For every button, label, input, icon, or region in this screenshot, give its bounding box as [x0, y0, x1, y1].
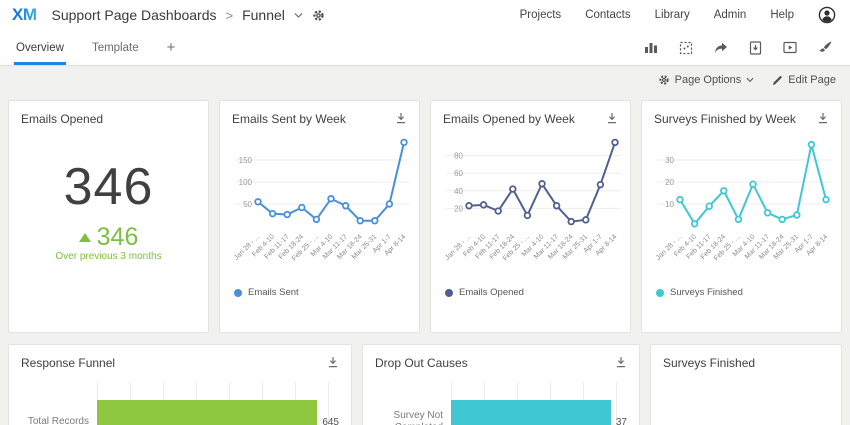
page-options-button[interactable]: Page Options	[658, 74, 755, 86]
bar-value: 645	[322, 416, 339, 425]
widget-emails-opened-stat: Emails Opened 346 346 Over previous 3 mo…	[8, 100, 209, 333]
nav-library[interactable]: Library	[654, 9, 690, 21]
chart-legend: Emails Opened	[443, 287, 618, 298]
options-bar: Page Options Edit Page	[0, 66, 850, 94]
dashboard-settings-gear-icon[interactable]	[312, 9, 325, 22]
widget-title: Emails Sent by Week	[232, 112, 346, 126]
widget-title: Drop Out Causes	[375, 356, 468, 370]
tab-overview[interactable]: Overview	[14, 33, 66, 65]
top-bar: XM Support Page Dashboards > Funnel Proj…	[0, 0, 850, 30]
stat-caption: Over previous 3 months	[55, 250, 162, 262]
line-chart: 10 20 30 Jan 28 - ... Feb 4-10 Feb 11-17 Feb 1…	[654, 128, 832, 291]
bar-plot-area: 37	[451, 382, 627, 425]
legend-dot	[656, 288, 664, 297]
line-chart: 50 100 150 Jan 28 - ... Feb 4-10 Feb 11-17 Feb…	[232, 128, 410, 291]
tab-template[interactable]: Template	[91, 41, 139, 54]
svg-text:40: 40	[454, 187, 463, 196]
bar	[451, 400, 611, 425]
legend-dot	[445, 288, 453, 297]
widget-surveys-finished: Surveys Finished	[650, 344, 842, 425]
bar	[97, 400, 318, 425]
horizontal-bar-chart: Survey Not Completed 37	[375, 382, 627, 425]
triangle-up-icon	[78, 232, 91, 242]
legend-label: Emails Sent	[248, 287, 299, 298]
chart-legend: Emails Sent	[232, 287, 407, 298]
global-nav: Projects Contacts Library Admin Help	[520, 6, 836, 24]
bar-plot-area: 645	[97, 382, 339, 425]
svg-text:150: 150	[239, 156, 253, 165]
stat-body: 346 346 Over previous 3 months	[21, 160, 196, 262]
widget-title: Response Funnel	[21, 356, 116, 370]
widget-title: Emails Opened	[21, 112, 104, 126]
widget-title: Surveys Finished by Week	[654, 112, 796, 126]
download-icon[interactable]	[395, 112, 407, 124]
share-icon[interactable]	[714, 42, 728, 54]
chart-legend: Surveys Finished	[654, 287, 829, 298]
stat-value: 346	[63, 158, 154, 216]
breadcrumb: XM Support Page Dashboards > Funnel	[12, 5, 325, 25]
bar-label: Total Records	[27, 416, 89, 425]
widget-response-funnel: Response Funnel Total Records 645	[8, 344, 352, 425]
widgets-row-2: Response Funnel Total Records 645	[8, 344, 842, 425]
nav-admin[interactable]: Admin	[713, 9, 747, 21]
snapshot-icon[interactable]	[679, 41, 693, 55]
gear-icon	[659, 75, 669, 85]
download-icon[interactable]	[327, 356, 339, 368]
download-icon[interactable]	[817, 112, 829, 124]
present-icon[interactable]	[783, 41, 797, 54]
brush-icon[interactable]	[818, 41, 832, 54]
download-icon[interactable]	[606, 112, 618, 124]
widget-emails-sent-by-week: Emails Sent by Week 50 100 150 Jan 28 - ...…	[219, 100, 420, 333]
svg-text:20: 20	[665, 178, 674, 187]
svg-text:20: 20	[454, 204, 463, 213]
page-title[interactable]: Funnel	[242, 7, 285, 23]
bar-label: Survey Not Completed	[393, 410, 443, 425]
chevron-down-icon[interactable]	[294, 12, 303, 19]
widget-title: Emails Opened by Week	[443, 112, 575, 126]
bar-value: 37	[615, 416, 627, 425]
xm-logo[interactable]: XM	[12, 5, 37, 24]
edit-page-button[interactable]: Edit Page	[772, 74, 836, 86]
svg-text:80: 80	[454, 152, 463, 161]
page-tabs: Overview Template +	[14, 30, 177, 65]
page-options-label: Page Options	[674, 74, 742, 86]
widget-drop-out-causes: Drop Out Causes Survey Not Completed 37	[362, 344, 640, 425]
widgets-row-1: Emails Opened 346 346 Over previous 3 mo…	[8, 100, 842, 333]
legend-label: Emails Opened	[459, 287, 524, 298]
svg-text:50: 50	[243, 200, 252, 209]
edit-page-label: Edit Page	[788, 74, 836, 86]
legend-dot	[234, 288, 242, 297]
dashboard-title[interactable]: Support Page Dashboards	[51, 7, 217, 23]
nav-projects[interactable]: Projects	[519, 9, 562, 21]
widget-surveys-finished-by-week: Surveys Finished by Week 10 20 30 Jan 28 - …	[641, 100, 842, 333]
svg-text:30: 30	[665, 156, 674, 165]
export-document-icon[interactable]	[749, 40, 762, 55]
add-page-button[interactable]: +	[166, 39, 176, 56]
line-chart: 20 40 60 80 Jan 28 - ... Feb 4-10 Feb 11-17 Feb…	[443, 128, 621, 291]
chevron-down-icon	[746, 77, 754, 83]
stat-delta-value: 346	[96, 222, 139, 251]
svg-text:60: 60	[454, 169, 463, 178]
pencil-icon	[773, 75, 783, 85]
legend-label: Surveys Finished	[670, 287, 743, 298]
dashboard-content: Emails Opened 346 346 Over previous 3 mo…	[0, 94, 850, 425]
svg-text:10: 10	[665, 200, 674, 209]
nav-help[interactable]: Help	[770, 9, 794, 21]
stat-delta: 346	[78, 222, 139, 251]
nav-contacts[interactable]: Contacts	[585, 9, 631, 21]
bar-chart-icon[interactable]	[644, 41, 658, 54]
account-avatar-icon[interactable]	[818, 6, 836, 24]
svg-text:100: 100	[239, 178, 253, 187]
tabs-bar: Overview Template +	[0, 30, 850, 66]
download-icon[interactable]	[615, 356, 627, 368]
widget-emails-opened-by-week: Emails Opened by Week 20 40 60 80 Jan 28 - .…	[430, 100, 631, 333]
widget-title: Surveys Finished	[663, 356, 756, 370]
dashboard-toolbar	[644, 30, 836, 65]
breadcrumb-separator: >	[225, 7, 234, 23]
horizontal-bar-chart: Total Records 645	[21, 382, 339, 425]
